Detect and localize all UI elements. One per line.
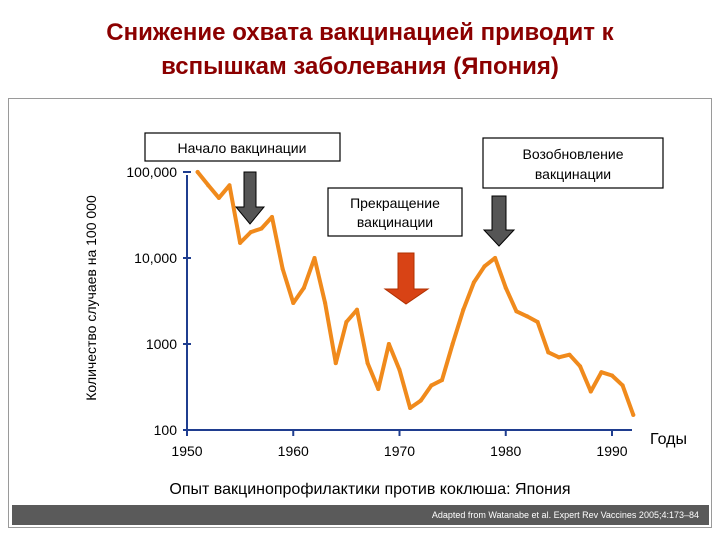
- y-axis-label: Количество случаев на 100 000: [83, 195, 99, 401]
- data-point: [610, 373, 614, 378]
- annotation-box-start: [144, 132, 341, 162]
- x-tick-label: 1970: [384, 443, 415, 459]
- data-point: [291, 300, 296, 305]
- annotation-box-resume: [482, 137, 664, 189]
- data-point: [429, 383, 434, 388]
- data-point: [631, 412, 636, 417]
- data-point: [471, 280, 476, 285]
- annotation-stop-line2: вакцинации: [357, 214, 433, 230]
- y-tick-label: 1000: [146, 336, 177, 352]
- data-point: [216, 195, 221, 200]
- data-point: [493, 256, 498, 260]
- data-point: [556, 355, 561, 360]
- data-point: [578, 364, 583, 369]
- annotation-resume-vaccination: Возобновление вакцинации: [482, 137, 664, 189]
- data-point: [503, 285, 508, 290]
- arrow-down-start-icon: [234, 171, 266, 225]
- data-point: [280, 266, 285, 271]
- data-point: [408, 406, 413, 411]
- data-point: [333, 361, 338, 366]
- data-point: [418, 398, 423, 403]
- title-line-1: Снижение охвата вакцинацией приводит к: [106, 19, 614, 46]
- data-point: [365, 361, 370, 366]
- data-point: [376, 386, 381, 391]
- y-tick-label: 10,000: [134, 250, 177, 266]
- x-axis-label: Годы: [650, 431, 687, 448]
- data-point: [270, 214, 274, 219]
- annotation-start-vaccination: Начало вакцинации: [144, 132, 341, 162]
- chart-caption: Опыт вакцинопрофилактики против коклюша:…: [169, 481, 570, 498]
- y-tick-label: 100: [154, 422, 178, 438]
- annotation-stop-vaccination: Прекращение вакцинации: [327, 187, 463, 237]
- data-point: [259, 226, 264, 231]
- data-point: [482, 264, 487, 269]
- arrow-down-stop-icon: [383, 252, 430, 305]
- data-point: [620, 383, 625, 388]
- data-point: [397, 367, 402, 372]
- data-point: [238, 240, 243, 245]
- data-point: [440, 378, 444, 383]
- x-tick-label: 1950: [171, 443, 202, 459]
- data-point: [248, 230, 253, 235]
- chart-frame: [8, 98, 712, 528]
- data-point: [312, 256, 317, 260]
- data-point: [386, 342, 391, 346]
- data-point: [355, 307, 359, 312]
- annotation-resume-line2: вакцинации: [535, 166, 611, 182]
- annotation-start-label: Начало вакцинации: [178, 140, 307, 156]
- x-tick-label: 1980: [490, 443, 521, 459]
- y-tick-label: 100,000: [126, 164, 177, 180]
- x-tick-label: 1990: [596, 443, 627, 459]
- annotation-box-stop: [327, 187, 463, 237]
- footer-citation: Adapted from Watanabe et al. Expert Rev …: [12, 505, 709, 525]
- annotation-stop-line1: Прекращение: [350, 195, 440, 211]
- arrow-down-resume-icon: [482, 195, 516, 247]
- data-point: [525, 314, 529, 319]
- data-point: [546, 350, 551, 355]
- data-point: [567, 352, 572, 357]
- data-point: [344, 320, 349, 325]
- data-point: [535, 320, 540, 325]
- data-point: [588, 389, 593, 394]
- data-point: [599, 370, 604, 375]
- data-point: [323, 300, 328, 305]
- data-point: [514, 309, 519, 314]
- data-point: [461, 307, 466, 312]
- title-line-2: вспышкам заболевания (Япония): [161, 53, 559, 80]
- data-point: [450, 342, 455, 346]
- data-point: [195, 170, 200, 174]
- slide-title: Снижение охвата вакцинацией приводит к в…: [20, 16, 700, 84]
- data-point: [227, 183, 232, 188]
- data-point: [206, 183, 211, 188]
- data-point: [301, 285, 306, 290]
- annotation-resume-line1: Возобновление: [523, 146, 624, 162]
- x-tick-label: 1960: [278, 443, 309, 459]
